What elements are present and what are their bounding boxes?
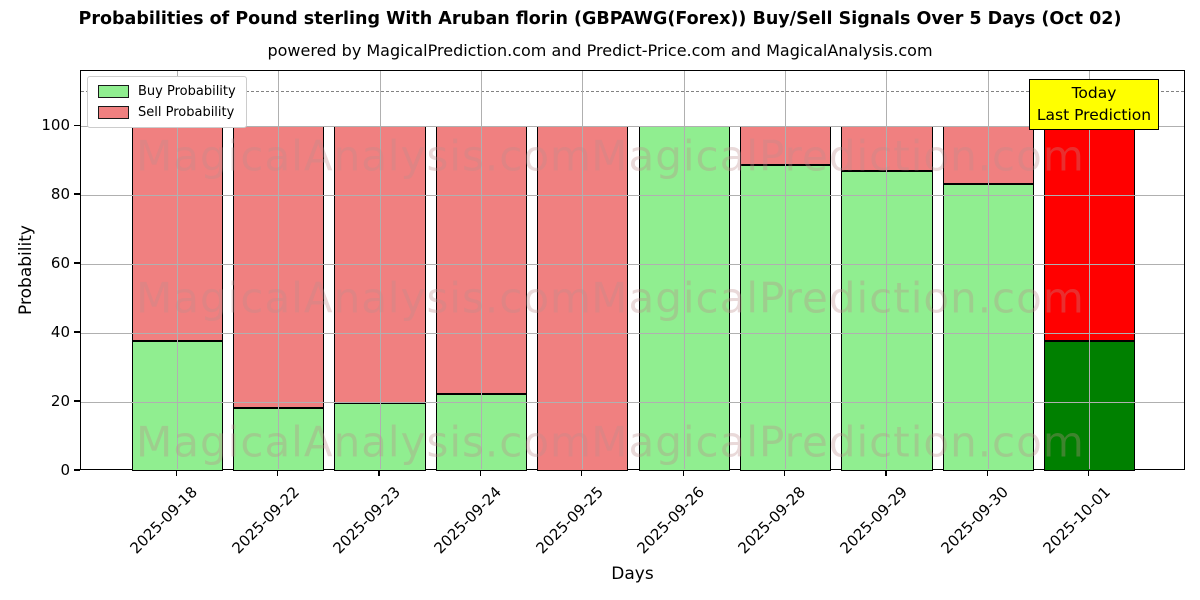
y-tick [74, 262, 80, 264]
x-tick-label: 2025-09-26 [633, 483, 708, 558]
x-tick-label: 2025-09-22 [228, 483, 303, 558]
x-tick-label: 2025-10-01 [1039, 483, 1114, 558]
h-gridline [81, 332, 1184, 334]
v-gridline [886, 71, 888, 469]
annotation-line-1: Today [1071, 84, 1117, 102]
sell-probability-legend-label: Sell Probability [138, 105, 235, 120]
v-gridline [480, 71, 482, 469]
x-tick [682, 470, 684, 476]
x-tick [1088, 470, 1090, 476]
h-gridline [81, 401, 1184, 403]
v-gridline [278, 71, 280, 469]
buy-probability-swatch [98, 85, 129, 98]
watermark-text: MagicalAnalysis.com [136, 131, 592, 181]
x-tick-label: 2025-09-30 [937, 483, 1013, 558]
v-gridline [582, 71, 584, 469]
x-tick-label: 2025-09-29 [836, 483, 911, 558]
y-tick-label: 80 [50, 185, 70, 204]
x-tick [885, 470, 887, 476]
y-tick [74, 331, 80, 333]
chart-title: Probabilities of Pound sterling With Aru… [78, 9, 1122, 29]
y-tick-label: 100 [41, 116, 70, 135]
watermark-text: MagicalPrediction.com [591, 273, 1085, 323]
h-gridline [81, 263, 1184, 265]
h-gridline [81, 194, 1184, 196]
x-tick-label: 2025-09-28 [734, 483, 810, 558]
y-tick-label: 60 [50, 254, 70, 273]
watermark-text: MagicalPrediction.com [591, 417, 1085, 467]
y-tick-label: 20 [50, 392, 70, 411]
watermark-text: MagicalPrediction.com [591, 131, 1085, 181]
x-tick [986, 470, 988, 476]
v-gridline [785, 71, 787, 469]
legend-entry-sell: Sell Probability [98, 105, 236, 120]
y-tick-label: 40 [50, 323, 70, 342]
x-tick-label: 2025-09-23 [329, 483, 404, 558]
v-gridline [1089, 71, 1091, 469]
annotation-line-2: Last Prediction [1036, 106, 1152, 125]
y-tick [74, 124, 80, 126]
watermark-text: MagicalAnalysis.com [136, 417, 592, 467]
y-tick [74, 400, 80, 402]
x-tick-label: 2025-09-24 [430, 483, 506, 558]
x-tick [378, 470, 380, 476]
y-tick-label: 0 [60, 461, 70, 479]
y-tick [74, 193, 80, 195]
v-gridline [683, 71, 685, 469]
x-tick [581, 470, 583, 476]
x-axis-label: Days [611, 564, 654, 584]
sell-probability-swatch [98, 106, 129, 119]
watermark-text: MagicalAnalysis.com [136, 273, 592, 323]
buy-probability-legend-label: Buy Probability [138, 84, 236, 99]
x-tick-label: 2025-09-25 [532, 483, 607, 558]
v-gridline [176, 71, 178, 469]
dashed-threshold-line [81, 90, 1184, 92]
y-tick [74, 469, 80, 471]
today-last-prediction-box: Today Last Prediction [1029, 79, 1159, 130]
x-tick [783, 470, 786, 476]
x-tick-label: 2025-09-18 [126, 483, 202, 558]
v-gridline [379, 71, 381, 469]
chart-subtitle: powered by MagicalPrediction.com and Pre… [267, 41, 933, 60]
legend-entry-buy: Buy Probability [98, 84, 236, 99]
legend: Buy Probability Sell Probability [87, 76, 247, 128]
h-gridline [81, 125, 1184, 127]
v-gridline [987, 71, 989, 469]
x-tick [479, 470, 482, 476]
x-tick [277, 470, 279, 476]
x-tick [175, 470, 177, 476]
plot-area: Buy Probability Sell Probability Today L… [80, 70, 1185, 471]
